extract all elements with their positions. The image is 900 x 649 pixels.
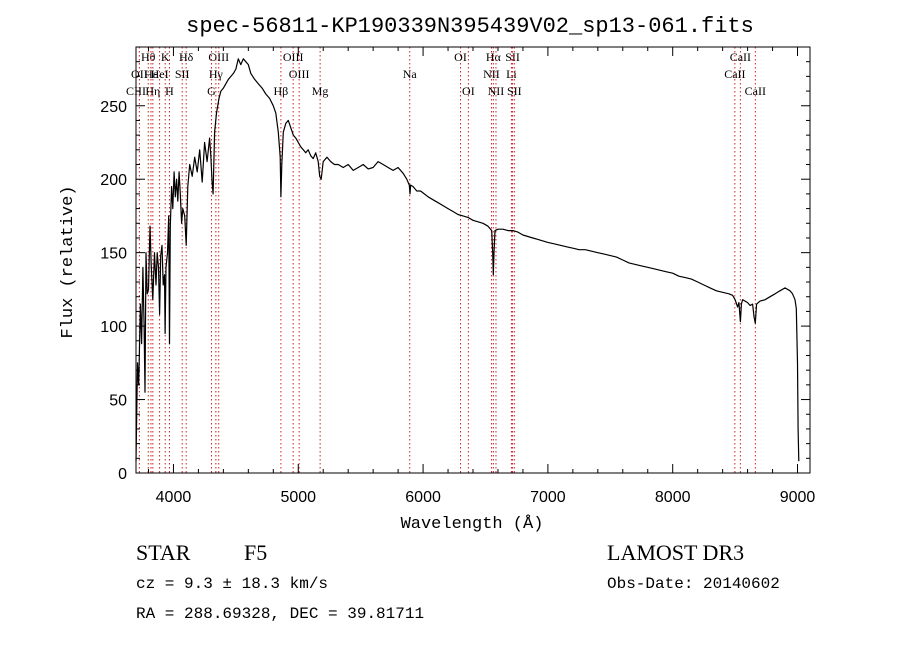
- line-label-6: HeI: [151, 67, 169, 81]
- line-label-4: Hη: [145, 84, 160, 98]
- line-label-10: OIII: [208, 50, 229, 64]
- chart-area: spec-56811-KP190339N395439V02_sp13-061.f…: [59, 14, 815, 534]
- x-tick-label-5000: 5000: [280, 489, 316, 506]
- line-label-7: H: [165, 84, 174, 98]
- spectrum-line: [135, 58, 800, 462]
- y-tick-label-150: 150: [100, 246, 127, 263]
- line-label-16: Mg: [312, 84, 329, 98]
- y-tick-label-50: 50: [109, 393, 127, 410]
- line-label-27: CaII: [724, 67, 745, 81]
- redshift-text: cz = 9.3 ± 18.3 km/s: [136, 575, 329, 593]
- line-label-20: Hα: [486, 50, 502, 64]
- line-label-21: NII: [483, 67, 500, 81]
- line-label-22: NII: [488, 84, 505, 98]
- line-label-5: K: [161, 50, 170, 64]
- object-subclass: F5: [244, 540, 268, 565]
- line-label-9: Hδ: [179, 50, 194, 64]
- line-label-0: Hθ: [141, 50, 156, 64]
- line-label-17: Na: [403, 67, 418, 81]
- y-tick-label-100: 100: [100, 319, 127, 336]
- line-label-3: Hε: [144, 67, 158, 81]
- chart-title: spec-56811-KP190339N395439V02_sp13-061.f…: [186, 14, 754, 39]
- line-label-25: SII: [507, 84, 522, 98]
- line-label-23: SII: [505, 50, 520, 64]
- line-label-12: G: [207, 84, 216, 98]
- y-axis-label: Flux (relative): [59, 185, 78, 338]
- y-tick-label-200: 200: [100, 172, 127, 189]
- line-label-11: Hγ: [209, 67, 224, 81]
- line-label-14: OIII: [283, 50, 304, 64]
- obs-date-text: Obs-Date: 20140602: [607, 575, 780, 593]
- line-label-26: CaII: [730, 50, 751, 64]
- x-tick-label-4000: 4000: [156, 489, 192, 506]
- x-tick-label-6000: 6000: [405, 489, 441, 506]
- object-class: STAR: [136, 540, 191, 565]
- line-label-19: OI: [462, 84, 475, 98]
- coordinates-text: RA = 288.69328, DEC = 39.81711: [136, 605, 425, 623]
- y-tick-label-0: 0: [118, 466, 127, 483]
- line-label-13: Hβ: [274, 84, 289, 98]
- y-tick-label-250: 250: [100, 99, 127, 116]
- x-axis-label: Wavelength (Å): [401, 515, 544, 534]
- line-label-18: OI: [454, 50, 467, 64]
- plot-frame: [135, 46, 811, 474]
- line-label-15: OIII: [289, 67, 310, 81]
- line-label-8: SII: [175, 67, 190, 81]
- line-label-1: OII: [131, 67, 148, 81]
- x-tick-label-8000: 8000: [655, 489, 691, 506]
- x-tick-label-9000: 9000: [780, 489, 816, 506]
- survey-name: LAMOST DR3: [607, 540, 745, 565]
- line-label-28: CaII: [745, 84, 766, 98]
- line-label-24: Li: [506, 67, 517, 81]
- x-tick-label-7000: 7000: [530, 489, 566, 506]
